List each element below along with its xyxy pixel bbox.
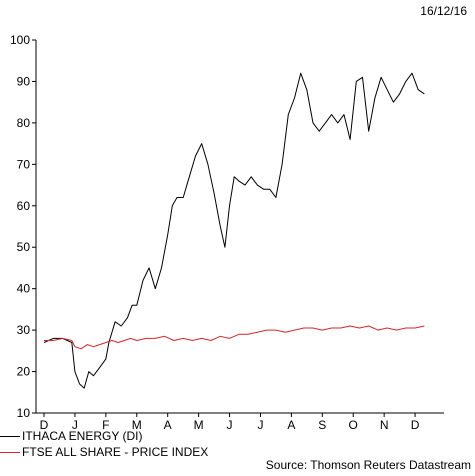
chart-area: 10 20 30 40 50 60 70 80 90 100 D J F M A M J J A S O N D (10, 33, 444, 430)
x-tick-label: J (72, 418, 78, 430)
y-tick-label: 60 (17, 199, 31, 213)
y-tick-label: 10 (17, 406, 31, 420)
series-line-ithaca (43, 72, 425, 389)
legend-label: ITHACA ENERGY (DI) (22, 429, 143, 443)
legend-label: FTSE ALL SHARE - PRICE INDEX (22, 445, 209, 459)
x-tick-label: M (194, 418, 204, 430)
x-tick-label: J (257, 418, 263, 430)
y-tick-label: 80 (17, 116, 31, 130)
legend-swatch (0, 435, 20, 437)
chart-date: 16/12/16 (420, 4, 467, 18)
x-tick-label: S (318, 418, 326, 430)
y-tick-label: 30 (17, 323, 31, 337)
y-tick-label: 40 (17, 282, 31, 296)
legend-swatch (0, 451, 20, 453)
x-tick-label: A (287, 418, 295, 430)
y-tick-label: 100 (10, 33, 30, 47)
series-line-ftse (44, 325, 425, 350)
y-tick-label: 20 (17, 365, 31, 379)
legend-item-ithaca: ITHACA ENERGY (DI) (0, 428, 208, 444)
x-tick-label: J (227, 418, 233, 430)
x-tick-label: D (40, 418, 49, 430)
x-tick-label: A (164, 418, 172, 430)
legend: ITHACA ENERGY (DI) FTSE ALL SHARE - PRIC… (0, 428, 208, 460)
y-tick-label: 70 (17, 157, 31, 171)
y-tick-label: 90 (17, 74, 31, 88)
y-tick-label: 50 (17, 240, 31, 254)
x-tick-label: O (349, 418, 358, 430)
x-tick-label: D (411, 418, 420, 430)
x-tick-label: M (132, 418, 142, 430)
x-tick-label: F (102, 418, 109, 430)
x-tick-label: N (380, 418, 389, 430)
source-note: Source: Thomson Reuters Datastream (265, 458, 471, 472)
legend-item-ftse: FTSE ALL SHARE - PRICE INDEX (0, 444, 208, 460)
